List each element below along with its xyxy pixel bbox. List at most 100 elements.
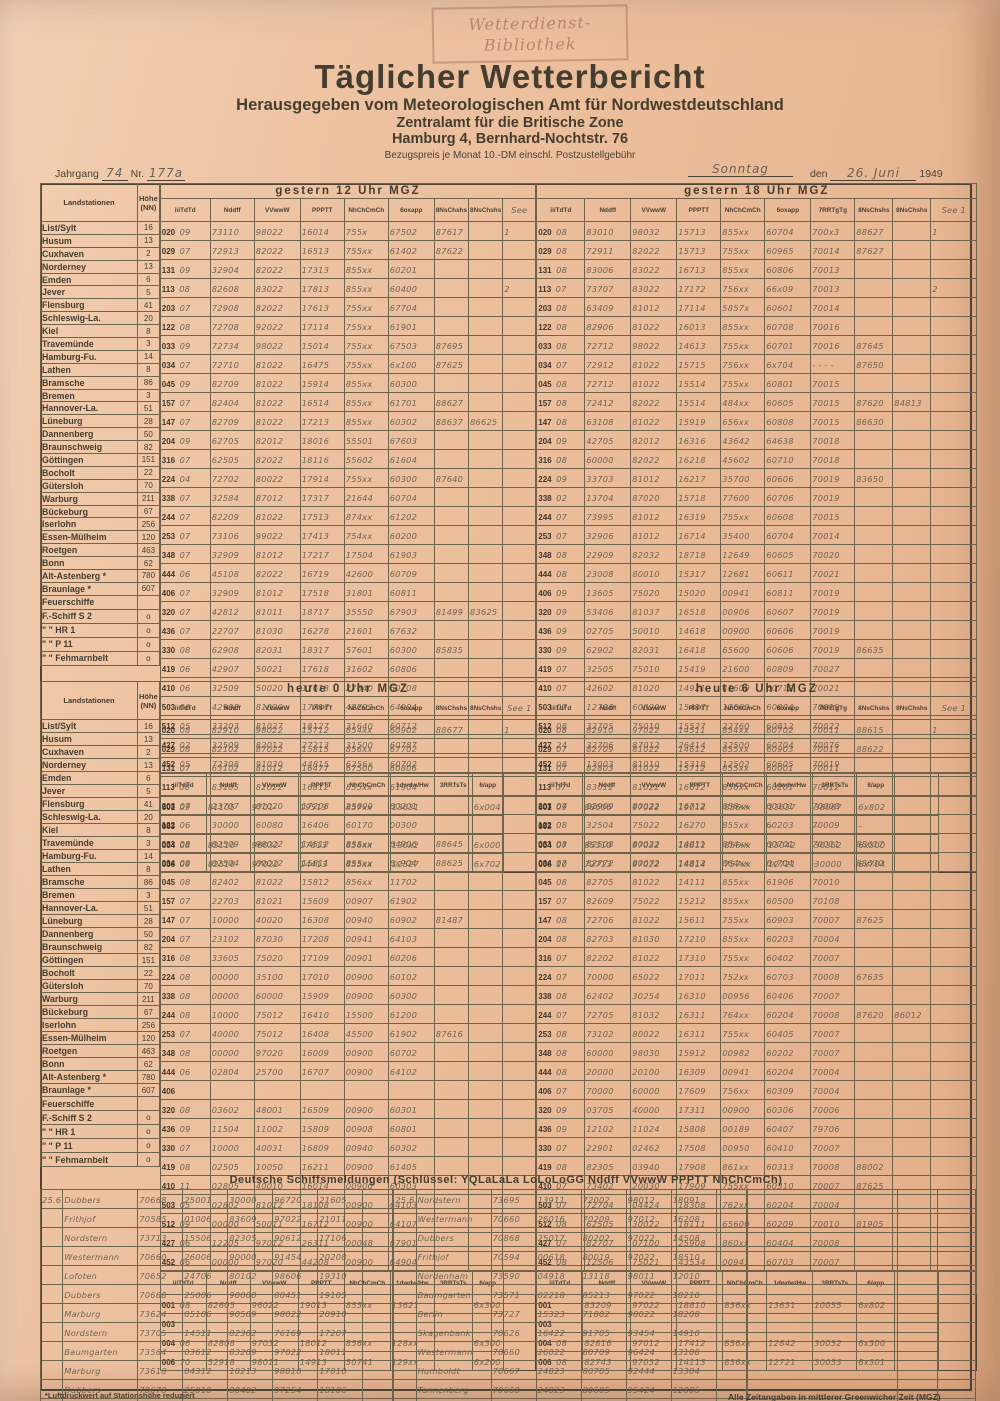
printed-station-id: 436 <box>538 627 552 636</box>
handwritten-value: 32504 <box>586 820 614 830</box>
handwritten-value: 07 <box>179 455 191 465</box>
handwritten-value: 60310 <box>766 1181 794 1191</box>
data-cell <box>433 1137 470 1157</box>
data-cell: 316 08 <box>159 947 211 967</box>
data-cell: 755xx <box>343 468 389 488</box>
handwritten-value: 70008 <box>812 1010 840 1020</box>
empty-cell <box>715 1360 747 1380</box>
printed-station-id: 113 <box>161 285 175 294</box>
handwritten-value: 16612 <box>678 782 706 792</box>
handwritten-value: 15909 <box>301 991 330 1001</box>
station-name-cell: Essen-Mülheim <box>40 1031 138 1045</box>
handwritten-value: 754xx <box>345 531 373 541</box>
table-row: 131 09 32904 82022 17313 855xx 60201 <box>159 259 537 279</box>
ship-data-cell: 19310 <box>317 1265 364 1285</box>
table-row: 113 07 83012 81022 16612 856xx 60201 70012 <box>536 776 978 796</box>
data-cell: 855xx <box>720 928 766 948</box>
data-cell: 856xx <box>720 776 766 796</box>
handwritten-value: 83105 <box>211 782 240 792</box>
data-cell: 40031 <box>253 1137 301 1157</box>
printed-station-id: 320 <box>161 1106 176 1115</box>
data-cell: 60702 <box>764 719 812 739</box>
ship-name-cell: Nordenham <box>415 1265 492 1285</box>
data-cell <box>892 297 932 317</box>
ship-data-cell: 05106 <box>182 1303 229 1323</box>
data-cell <box>930 947 978 967</box>
handwritten-value: 64102 <box>389 1067 418 1077</box>
handwritten-value: 88615 <box>856 725 884 735</box>
handwritten-value: 40010 <box>255 1181 284 1191</box>
handwritten-value: 98022 <box>255 725 284 735</box>
table-row: 034 07 82772 80072 14812 864xx 6x704–88630 <box>536 852 978 872</box>
data-cell: 25700 <box>253 1061 301 1081</box>
ship-data-cell: 20910 <box>317 1303 364 1323</box>
empty-cell <box>896 1208 938 1228</box>
handwritten-value: 82609 <box>586 896 614 906</box>
handwritten-value: 12806 <box>672 1385 700 1395</box>
data-cell: 70019 <box>810 639 856 659</box>
data-cell: 17210 <box>676 928 722 948</box>
ship-data-cell: 24706 <box>182 1265 229 1285</box>
data-cell <box>892 487 932 507</box>
data-cell: 14111 <box>676 871 722 891</box>
handwritten-value: 82022 <box>255 265 284 275</box>
ship-report-row: Westermann 70660 26022 80709 96424 13108 <box>393 1341 747 1361</box>
ship-report-row: Lofoten 70652 24706 80102 98606 19310 <box>39 1265 394 1285</box>
handwritten-value: 15811 <box>301 858 330 868</box>
data-cell: 113 07 <box>536 278 586 298</box>
data-cell: 35550 <box>343 601 389 621</box>
data-cell: 67603 <box>387 430 435 450</box>
data-cell <box>468 1156 504 1176</box>
handwritten-value: 20100 <box>632 1067 660 1077</box>
empty-cell <box>746 1322 898 1342</box>
printed-station-id: 406 <box>538 1087 552 1096</box>
data-cell <box>854 890 894 910</box>
station-row: Flensburg 41 <box>40 797 160 811</box>
handwritten-value: 61901 <box>389 322 418 332</box>
handwritten-value: 86012 <box>894 1010 922 1020</box>
handwritten-value: Baumgarten <box>64 1347 118 1357</box>
ship-date-cell <box>39 1303 64 1323</box>
printed-station-id: 045 <box>538 878 552 887</box>
data-cell: 81012 <box>253 582 301 602</box>
handwritten-value: 57601 <box>345 645 374 655</box>
printed-station-id: 244 <box>538 513 552 522</box>
handwritten-value: 61904 <box>389 782 418 792</box>
handwritten-value: 87645 <box>856 341 884 351</box>
station-row: Iserlohn 256 <box>40 1018 160 1032</box>
handwritten-value: 70668 <box>492 1385 520 1395</box>
handwritten-value: 73402 <box>586 1181 614 1191</box>
data-cell: 60313 <box>764 1156 812 1176</box>
data-cell: 444 06 <box>159 563 211 583</box>
data-cell: 419 08 <box>159 1156 211 1176</box>
handwritten-value: 07 <box>179 550 191 560</box>
data-cell <box>468 335 504 355</box>
handwritten-value: 855xx <box>345 265 373 275</box>
data-cell <box>502 259 537 279</box>
table-row: 033 08 82509 98022 14512 855xx 64906 88645 <box>159 833 537 853</box>
station-column-bottom: Landstationen Höhe (NN) List/Sylt 16 Husum 13… <box>40 681 160 1167</box>
data-cell <box>502 411 537 431</box>
empty-cell <box>746 1208 898 1228</box>
data-cell <box>433 795 470 815</box>
data-cell: 157 07 <box>536 890 586 910</box>
ship-report-row: Humboldt 70667 24823 80705 92444 13304 <box>393 1360 747 1380</box>
data-cell: 00900 <box>343 1156 389 1176</box>
handwritten-value: 40000 <box>632 1105 660 1115</box>
empty-cell <box>746 1265 898 1285</box>
data-cell: 87625 <box>433 354 470 374</box>
ship-date-cell: 25.6 <box>393 1189 417 1209</box>
station-height-cell: 3 <box>137 388 160 403</box>
quadrant-6uhr-stack: heute 6 Uhr MGZ iiiTdTd Nddff VVwwW PPPTT NhC… <box>536 681 978 1371</box>
handwritten-value: 61701 <box>389 398 418 408</box>
table-row: 020 08 82910 98022 15712 854xx 60902 88677 1 <box>159 719 537 739</box>
handwritten-value: 42705 <box>586 436 614 446</box>
handwritten-value: 02462 <box>632 1143 660 1153</box>
data-cell: 16278 <box>299 620 345 640</box>
data-cell: 70000 <box>584 1080 632 1100</box>
handwritten-value: 97022 <box>274 1347 302 1357</box>
data-cell: 16518 <box>676 601 722 621</box>
handwritten-value: 00941 <box>722 588 750 598</box>
data-cell: 32906 <box>584 525 632 545</box>
ship-data-cell: 73571 <box>490 1284 537 1304</box>
